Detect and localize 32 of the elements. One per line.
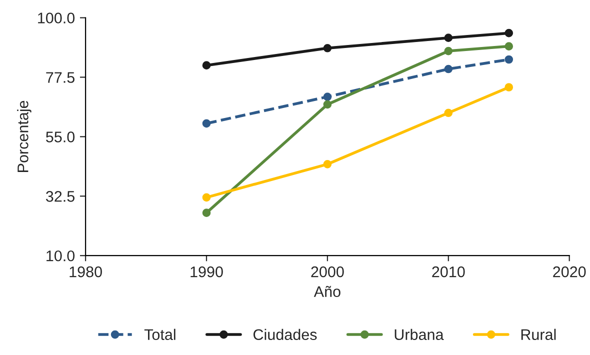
y-tick-label: 77.5: [46, 72, 74, 83]
legend-label: Urbana: [394, 328, 444, 340]
point: [323, 92, 332, 101]
y-axis-title: Porcentaje: [17, 100, 32, 172]
point: [323, 44, 332, 52]
x-tick-label: 2000: [311, 266, 344, 278]
point: [444, 34, 453, 42]
point: [323, 100, 332, 109]
point: [444, 108, 453, 118]
x-tick-label: 2010: [432, 266, 465, 278]
point: [202, 193, 211, 202]
point: [444, 46, 453, 56]
y-tick-label: 10.0: [46, 250, 75, 262]
legend-label: Rural: [521, 328, 556, 340]
y-tick-label: 55.0: [46, 132, 75, 142]
point: [202, 208, 211, 217]
point: [504, 28, 514, 38]
y-tick-label: 32.5: [46, 191, 74, 202]
legend-label: Total: [144, 328, 176, 340]
x-tick-label: 2020: [553, 266, 586, 278]
x-tick-label: 1980: [70, 266, 102, 278]
point: [323, 160, 332, 168]
point: [504, 83, 514, 92]
legend-label: Ciudades: [254, 328, 317, 340]
x-tick-label: 1990: [190, 266, 223, 278]
point: [504, 42, 514, 50]
point: [202, 119, 211, 128]
point: [202, 61, 211, 70]
point: [444, 64, 453, 74]
point: [504, 55, 514, 64]
x-axis-title: Año: [314, 286, 340, 298]
y-tick-label: 100.0: [38, 12, 75, 24]
